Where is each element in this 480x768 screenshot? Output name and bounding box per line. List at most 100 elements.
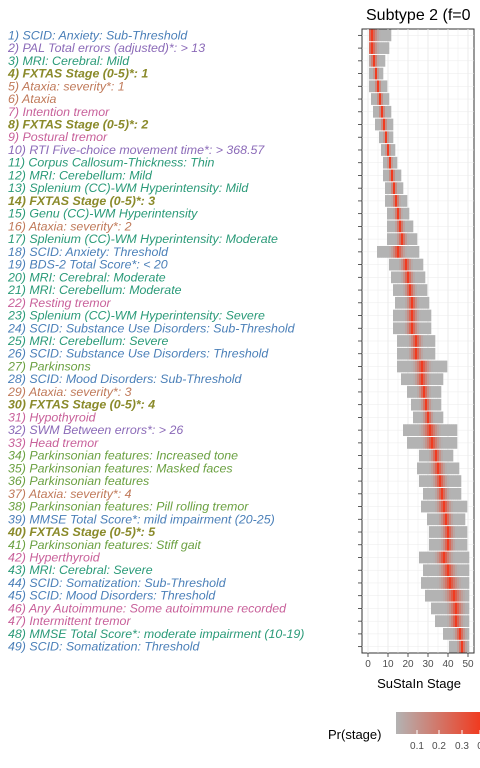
heatmap-cell (417, 360, 420, 373)
x-tick-label: 10 (382, 659, 394, 670)
heatmap-cell (455, 640, 458, 653)
row-label: 22) Resting tremor (7, 296, 111, 310)
heatmap-cell (433, 386, 436, 398)
heatmap-cell (429, 386, 432, 398)
heatmap-cell (453, 628, 456, 640)
heatmap-row (449, 640, 470, 653)
heatmap-cell (445, 589, 448, 602)
heatmap-cell (453, 564, 456, 577)
heatmap-cell (423, 271, 426, 284)
row-label: 17) Splenium (CC)-WM Hyperintensity: Mod… (8, 232, 278, 246)
heatmap-cell (393, 182, 396, 195)
heatmap-cell (415, 271, 418, 284)
heatmap-cell (393, 271, 396, 284)
heatmap-cell (439, 538, 442, 551)
heatmap-cell (463, 589, 466, 602)
heatmap-cell (415, 233, 418, 245)
heatmap-cell (387, 42, 390, 54)
heatmap-cell (431, 398, 434, 411)
legend-tick-label: 0.3 (455, 741, 469, 752)
heatmap-cell (397, 182, 400, 195)
heatmap-cell (395, 169, 398, 182)
heatmap-cell (409, 258, 412, 271)
heatmap-cell (423, 449, 426, 462)
heatmap-cell (405, 245, 408, 258)
heatmap-cell (447, 437, 450, 449)
heatmap-cell (439, 551, 442, 564)
heatmap-cell (435, 437, 438, 449)
heatmap-cell (451, 487, 454, 500)
heatmap-cell (425, 475, 428, 487)
heatmap-cell (407, 335, 410, 347)
heatmap-row (413, 411, 444, 424)
heatmap-cell (403, 424, 406, 437)
heatmap-cell (413, 411, 416, 424)
heatmap-row (423, 487, 462, 500)
heatmap-cell (417, 245, 420, 258)
row-label: 49) SCID: Somatization: Threshold (8, 640, 201, 654)
heatmap-cell (397, 233, 400, 245)
heatmap-cell (441, 526, 444, 538)
heatmap-cell (405, 322, 408, 335)
heatmap-cell (443, 577, 446, 589)
heatmap-cell (431, 564, 434, 577)
heatmap-cell (425, 360, 428, 373)
heatmap-row (397, 347, 436, 360)
heatmap-row (423, 564, 470, 577)
heatmap-cell (431, 526, 434, 538)
heatmap-cell (433, 437, 436, 449)
row-label: 36) Parkinsonian features (8, 474, 149, 488)
heatmap-cell (379, 80, 382, 93)
heatmap-cell (433, 398, 436, 411)
heatmap-cell (455, 564, 458, 577)
heatmap-cell (441, 615, 444, 628)
heatmap-cell (457, 513, 460, 526)
heatmap-cell (373, 67, 376, 80)
heatmap-cell (405, 207, 408, 220)
heatmap-cell (387, 220, 390, 233)
heatmap-cell (413, 437, 416, 449)
heatmap-cell (431, 449, 434, 462)
heatmap-cell (453, 589, 456, 602)
heatmap-cell (389, 195, 392, 207)
heatmap-cell (415, 373, 418, 386)
heatmap-cell (417, 411, 420, 424)
heatmap-cell (425, 449, 428, 462)
heatmap-cell (439, 500, 442, 513)
heatmap-cell (433, 449, 436, 462)
heatmap-cell (425, 284, 428, 296)
heatmap-cell (405, 309, 408, 322)
heatmap-cell (431, 538, 434, 551)
heatmap-cell (391, 271, 394, 284)
heatmap-cell (423, 284, 426, 296)
heatmap-cell (441, 487, 444, 500)
heatmap-cell (431, 360, 434, 373)
heatmap-cell (453, 513, 456, 526)
heatmap-cell (451, 589, 454, 602)
heatmap-cell (427, 398, 430, 411)
heatmap-cell (411, 373, 414, 386)
heatmap-row (407, 386, 442, 398)
heatmap-cell (407, 233, 410, 245)
heatmap-cell (427, 551, 430, 564)
heatmap-cell (421, 424, 424, 437)
heatmap-row (385, 195, 408, 207)
heatmap-cell (427, 475, 430, 487)
heatmap-cell (405, 195, 408, 207)
heatmap-cell (409, 284, 412, 296)
row-label: 28) SCID: Mood Disorders: Sub-Threshold (7, 372, 243, 386)
heatmap-cell (427, 322, 430, 335)
heatmap-cell (455, 424, 458, 437)
heatmap-cell (427, 360, 430, 373)
heatmap-cell (407, 373, 410, 386)
heatmap-cell (413, 398, 416, 411)
heatmap-cell (385, 118, 388, 131)
heatmap-cell (463, 640, 466, 653)
heatmap-cell (435, 475, 438, 487)
heatmap-cell (455, 500, 458, 513)
heatmap-cell (411, 437, 414, 449)
heatmap-cell (423, 462, 426, 475)
heatmap-cell (447, 628, 450, 640)
heatmap-cell (441, 373, 444, 386)
heatmap-cell (415, 245, 418, 258)
